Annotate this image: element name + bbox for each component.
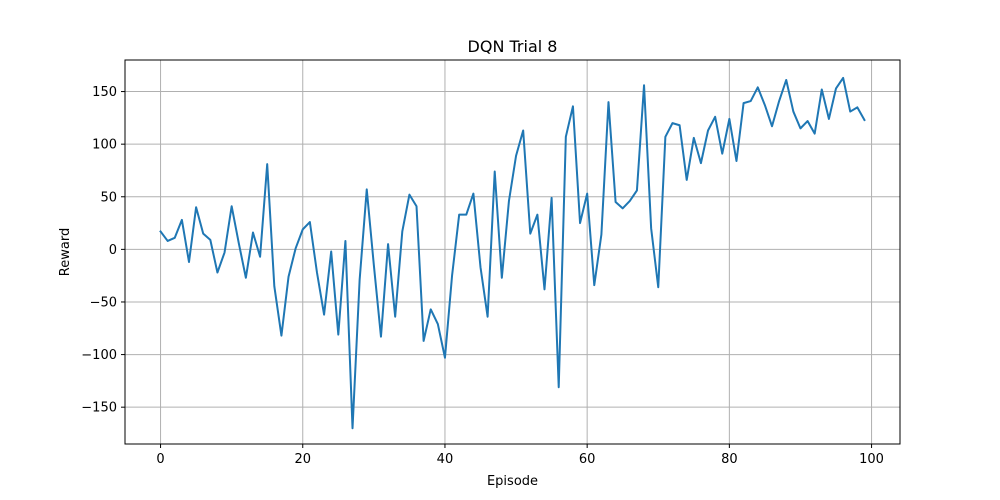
x-tick-label: 20 xyxy=(294,452,311,467)
y-tick-label: −100 xyxy=(81,348,117,363)
grid xyxy=(125,60,900,444)
y-tick-label: 0 xyxy=(109,243,117,258)
x-tick-label: 100 xyxy=(859,452,884,467)
series-layer xyxy=(159,76,866,430)
y-tick-label: −50 xyxy=(90,295,117,310)
y-axis-label: Reward xyxy=(58,228,73,276)
ticks: 0 20 40 60 80 100 −150 −100 −50 0 50 100 150 xyxy=(81,85,884,467)
y-tick-label: −150 xyxy=(81,401,117,416)
plot-frame xyxy=(124,59,901,445)
x-tick-label: 40 xyxy=(437,452,454,467)
x-axis-label: Episode xyxy=(487,474,538,489)
y-tick-label: 150 xyxy=(92,85,117,100)
x-tick-label: 60 xyxy=(579,452,596,467)
series-line xyxy=(159,76,866,430)
y-tick-label: 100 xyxy=(92,138,117,153)
x-tick-label: 0 xyxy=(156,452,164,467)
chart-title: DQN Trial 8 xyxy=(468,37,558,56)
x-tick-label: 80 xyxy=(721,452,738,467)
y-tick-label: 50 xyxy=(100,190,117,205)
